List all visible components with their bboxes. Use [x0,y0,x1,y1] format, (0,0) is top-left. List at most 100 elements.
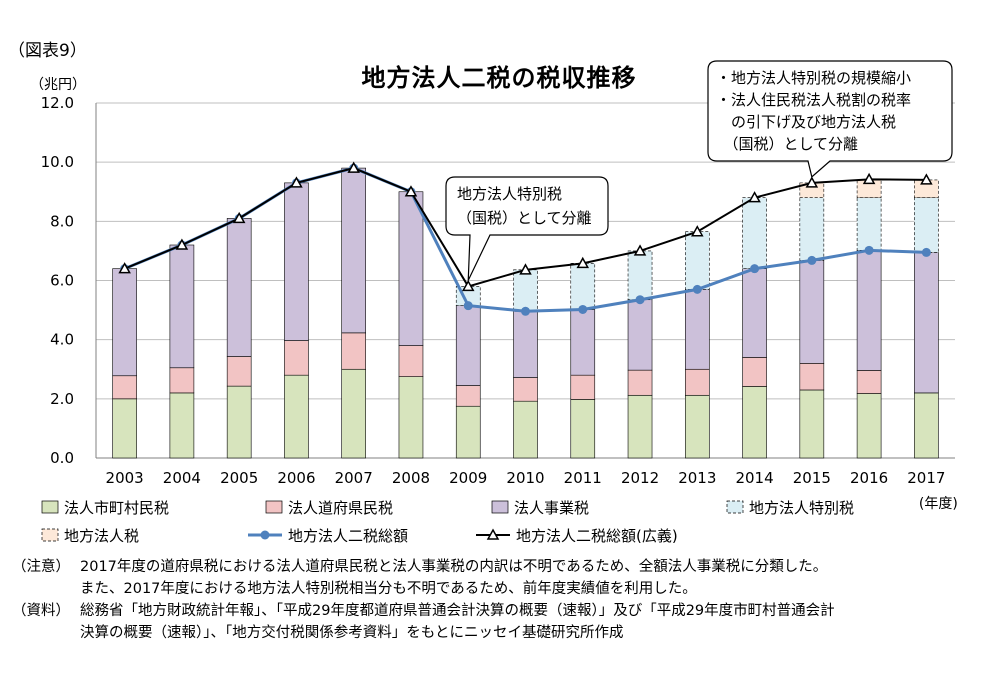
note-text: また、2017年度における地方法人特別税相当分も不明であるため、前年度実績値を利… [80,581,697,597]
note-row: また、2017年度における地方法人特別税相当分も不明であるため、前年度実績値を利… [12,578,835,600]
legend-item: 地方法人二税総額 [248,527,408,545]
x-tick-label: 2015 [793,469,831,487]
bar-segment [684,231,710,290]
line-point [750,264,760,274]
legend-label: 地方法人税 [64,527,139,545]
legend-swatch [41,528,59,542]
bar-segment [169,392,195,459]
bar-segment [856,393,882,459]
legend-label: 法人道府県民税 [288,499,393,517]
x-tick-label: 2012 [621,469,659,487]
line-point [920,173,933,185]
bar-segment [455,385,481,407]
callout-text: （国税）として分離 [457,209,592,227]
x-tick-label: 2014 [735,469,773,487]
bar-segment [226,218,252,357]
bar-segment [742,197,767,269]
callout-text: の引下げ及び地方法人税 [716,113,896,131]
bar-segment [341,167,367,334]
bar-segment [570,374,596,400]
x-axis-label: (年度) [919,496,958,512]
legend-item: 地方法人二税総額(広義) [476,527,678,545]
bar-segment [742,386,767,459]
legend-label: 地方法人特別税 [749,499,854,517]
source-tag: （資料） [12,603,70,619]
y-tick-label: 6.0 [50,272,74,290]
source-tag [12,622,80,644]
bar-segment [914,197,939,253]
legend-marker [260,530,270,540]
note-row: （注意） 2017年度の道府県税における法人道府県民税と法人事業税の内訳は不明であ… [12,556,835,578]
bar-segment [455,405,481,459]
line-point [347,161,360,173]
notes: （注意） 2017年度の道府県税における法人道府県民税と法人事業税の内訳は不明であ… [12,556,835,644]
bar-segment [398,191,424,346]
bar-segment [513,400,538,459]
bar-segment [226,385,252,459]
y-tick-label: 4.0 [50,331,74,349]
line-point [232,211,246,224]
bar-segment [341,332,367,370]
x-tick-label: 2006 [277,469,315,487]
note-tag [12,578,80,600]
bar-segment [856,370,882,394]
bar-segment [570,263,596,310]
note-text: 2017年度の道府県税における法人道府県民税と法人事業税の内訳は不明であるため、… [80,559,828,575]
bar-segment [284,374,309,459]
source-row: （資料） 総務省「地方財政統計年報」、「平成29年度都道府県普通会計決算の概要（速… [12,600,835,622]
line-point [691,225,704,237]
legend-item: 地方法人税 [41,527,139,545]
bar-segment [513,269,538,312]
legend-label: 地方法人二税総額(広義) [516,527,678,545]
bar-segment [684,289,710,370]
bar-segment [799,363,825,391]
line-point [864,245,874,255]
callout-box [445,176,609,281]
bar-segment [627,394,653,459]
line-point [461,279,475,292]
line-point [576,256,590,269]
bar-segment [742,357,767,387]
annotation-callout: ・地方法人特別税の規模縮小・法人住民税法人税割の税率 の引下げ及び地方法人税 （… [707,60,953,178]
legend-item: 地方法人特別税 [726,499,854,517]
x-tick-label: 2003 [106,469,144,487]
bar-segment [627,250,653,301]
bar-segment [284,182,309,341]
legend-swatch [265,500,283,514]
callout-text: ・法人住民税法人税割の税率 [716,91,911,109]
bar-segment [627,369,653,396]
line-point [921,247,931,257]
callout-text: 地方法人特別税 [457,185,562,203]
bar-segment [341,368,367,459]
bar-segment [513,377,538,402]
legend-label: 法人事業税 [514,499,589,517]
bar-segment [570,399,596,459]
x-tick-label: 2011 [564,469,602,487]
bar-segment [112,398,137,459]
bar-segment [398,376,424,459]
bar-segment [799,389,825,459]
source-row: 決算の概要（速報）」、「地方交付税関係参考資料」をもとにニッセイ基礎研究所作成 [12,622,835,644]
bar-segment [856,250,882,371]
x-tick-label: 2013 [678,469,716,487]
line-point [118,262,131,274]
chart-title: 地方法人二税の税収推移 [361,64,637,92]
source-text: 決算の概要（速報）」、「地方交付税関係参考資料」をもとにニッセイ基礎研究所作成 [80,625,624,641]
line-point [748,191,761,203]
line-point [463,301,473,311]
x-tick-label: 2017 [907,469,945,487]
callout-box [707,60,953,178]
line-point [521,306,530,316]
y-tick-label: 8.0 [50,212,74,230]
legend-item: 法人事業税 [491,499,589,517]
figure-label: （図表9） [8,41,87,61]
bar-segment [284,340,309,376]
x-tick-label: 2010 [506,469,544,487]
y-tick-label: 0.0 [50,449,74,467]
bar-segment [398,345,424,377]
bar-segment [513,310,538,378]
callout-text: ・地方法人特別税の規模縮小 [716,69,911,87]
x-tick-label: 2009 [449,469,487,487]
legend-swatch [491,500,509,514]
